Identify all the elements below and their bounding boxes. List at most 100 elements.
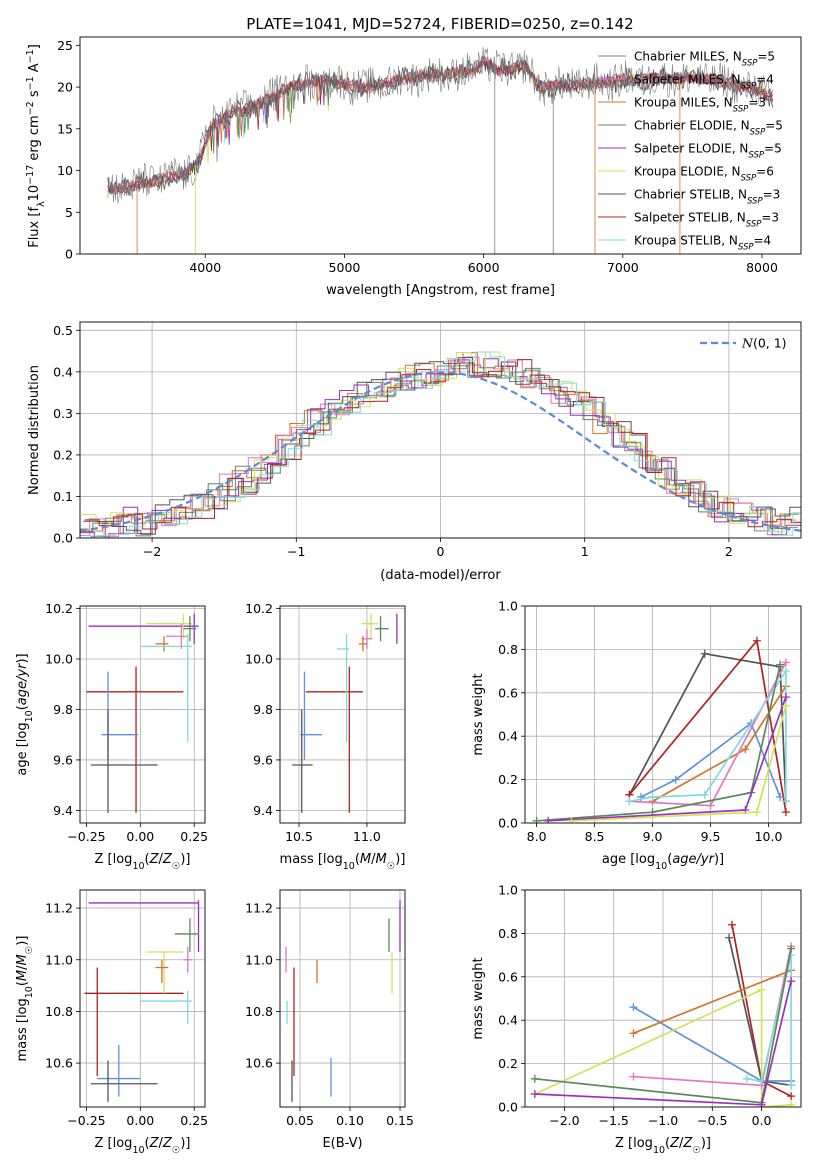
weight-marker — [752, 808, 761, 817]
legend-label-sub: SSP — [747, 197, 763, 207]
label-part: s — [27, 90, 42, 101]
weight-marker — [728, 920, 736, 929]
x-tick-label: 10.5 — [285, 829, 313, 844]
weight-line-kroupa-miles — [633, 969, 792, 1034]
y-tick-label: 10.0 — [45, 651, 73, 666]
label-part: ( — [15, 981, 30, 986]
y-tick-label: 0.0 — [498, 816, 518, 831]
y-tick-label: 0.4 — [498, 1013, 518, 1028]
y-tick-label: 0.4 — [53, 364, 73, 379]
gaussian-reference-curve — [80, 371, 801, 532]
x-tick-label: 0.15 — [386, 1113, 414, 1128]
label-part: ( — [15, 705, 30, 710]
legend-label: Kroupa MILES, NSSP=3 — [634, 96, 766, 115]
label-part: 10 — [24, 710, 35, 722]
weight-marker — [781, 797, 790, 806]
histogram-step-kroupa-elodie — [81, 351, 801, 533]
axes-frame — [524, 889, 802, 1108]
weight-marker — [757, 1076, 766, 1085]
weight-marker — [532, 816, 541, 823]
x-axis-label: mass [log10(M/M☉)] — [280, 852, 406, 872]
weight-marker — [757, 985, 766, 994]
legend-label-tail: =4 — [756, 73, 774, 87]
y-tick-label: 10.2 — [45, 601, 73, 616]
y-tick-label: 10.8 — [245, 1004, 273, 1019]
label-part: / — [159, 852, 164, 867]
label-part: M — [360, 852, 371, 867]
plot-area — [525, 606, 801, 823]
x-tick-label: 0.05 — [286, 1113, 314, 1128]
label-part: Z [log — [615, 1136, 653, 1151]
label-part: age/yr — [15, 662, 30, 705]
figure-title: PLATE=1041, MJD=52724, FIBERID=0250, z=0… — [246, 15, 633, 33]
legend-label: Chabrier ELODIE, NSSP=5 — [634, 119, 783, 138]
label-part: )] — [714, 852, 724, 867]
label-part: M — [15, 954, 30, 965]
legend-label-tail: =5 — [757, 50, 775, 64]
legend-label-text: Kroupa ELODIE, N — [634, 165, 741, 179]
x-axis-label: age [log10(age/yr)] — [602, 852, 724, 872]
legend-label-tail: =5 — [765, 119, 783, 133]
label-part: −1 — [25, 49, 36, 63]
weight-marker — [648, 792, 657, 801]
label-part: Z — [149, 1136, 160, 1151]
legend-label: Kroupa STELIB, NSSP=4 — [634, 234, 771, 253]
y-axis-label: age [log10(age/yr)] — [15, 653, 35, 775]
label-part: )] — [180, 852, 190, 867]
label-part: −1 — [25, 76, 36, 90]
y-tick-label: 0.2 — [498, 1056, 518, 1071]
y-tick-label: 0.8 — [498, 926, 518, 941]
y-tick-label: 10 — [57, 163, 73, 178]
x-tick-label: 0 — [437, 544, 445, 559]
x-tick-label: −1.5 — [599, 1113, 629, 1128]
spectrum-panel: 4000 5000 6000 7000 8000 0 5 10 15 20 25 wavelength… — [25, 36, 802, 298]
y-tick-label: 0 — [65, 247, 73, 262]
label-part: ☉ — [172, 861, 181, 872]
y-axis-label: mass weight — [471, 957, 486, 1039]
legend-label-text: Kroupa STELIB, N — [634, 234, 738, 248]
weight-marker — [706, 801, 715, 810]
y-axis-label: mass weight — [471, 673, 486, 755]
y-tick-label: 10.6 — [45, 1056, 73, 1071]
label-part: ☉ — [387, 861, 396, 872]
x-tick-label: 8.5 — [585, 829, 605, 844]
histogram-step-salpeter-elodie — [80, 358, 801, 538]
plot-area — [107, 46, 773, 254]
label-part: 10 — [24, 986, 35, 998]
y-tick-label: 0.6 — [498, 969, 518, 984]
weight-marker — [787, 1100, 796, 1107]
label-part: ☉ — [692, 1145, 701, 1156]
x-tick-label: 0.25 — [180, 829, 208, 844]
y-axis-label: mass [log10(M/M☉)] — [15, 936, 35, 1062]
weight-marker — [781, 658, 790, 667]
label-part: / — [371, 852, 376, 867]
label-part: 10 — [655, 861, 667, 872]
axes-frame — [79, 605, 206, 824]
x-tick-label: −0.25 — [67, 829, 105, 844]
y-tick-label: 0.5 — [53, 323, 73, 338]
x-tick-label: −1 — [287, 544, 305, 559]
label-part: Z — [149, 852, 160, 867]
legend-label-text: Chabrier ELODIE, N — [634, 119, 750, 133]
x-tick-label: 0.00 — [126, 829, 154, 844]
y-tick-label: 0.2 — [53, 447, 73, 462]
label-part: mass [log — [280, 852, 343, 867]
legend-label-sub: SSP — [746, 220, 762, 230]
x-tick-label: 10.0 — [755, 829, 783, 844]
label-part: 10 — [653, 1145, 665, 1156]
legend-label-sub: SSP — [738, 243, 754, 253]
histogram-step-kroupa-stelib — [86, 351, 801, 537]
legend-label-sub: SSP — [741, 174, 757, 184]
weight-line-blue — [640, 721, 781, 798]
legend-label-text: Salpeter MILES, N — [634, 73, 741, 87]
x-axis-label: (data-model)/error — [380, 568, 501, 583]
legend-label-symbol: N — [741, 336, 754, 351]
legend-label-text: Chabrier MILES, N — [634, 50, 742, 64]
x-tick-label: −1.0 — [648, 1113, 678, 1128]
axes-frame — [524, 605, 802, 824]
legend-label-tail: =3 — [748, 96, 766, 110]
weight-marker — [781, 667, 790, 676]
label-part: age [log — [602, 852, 655, 867]
